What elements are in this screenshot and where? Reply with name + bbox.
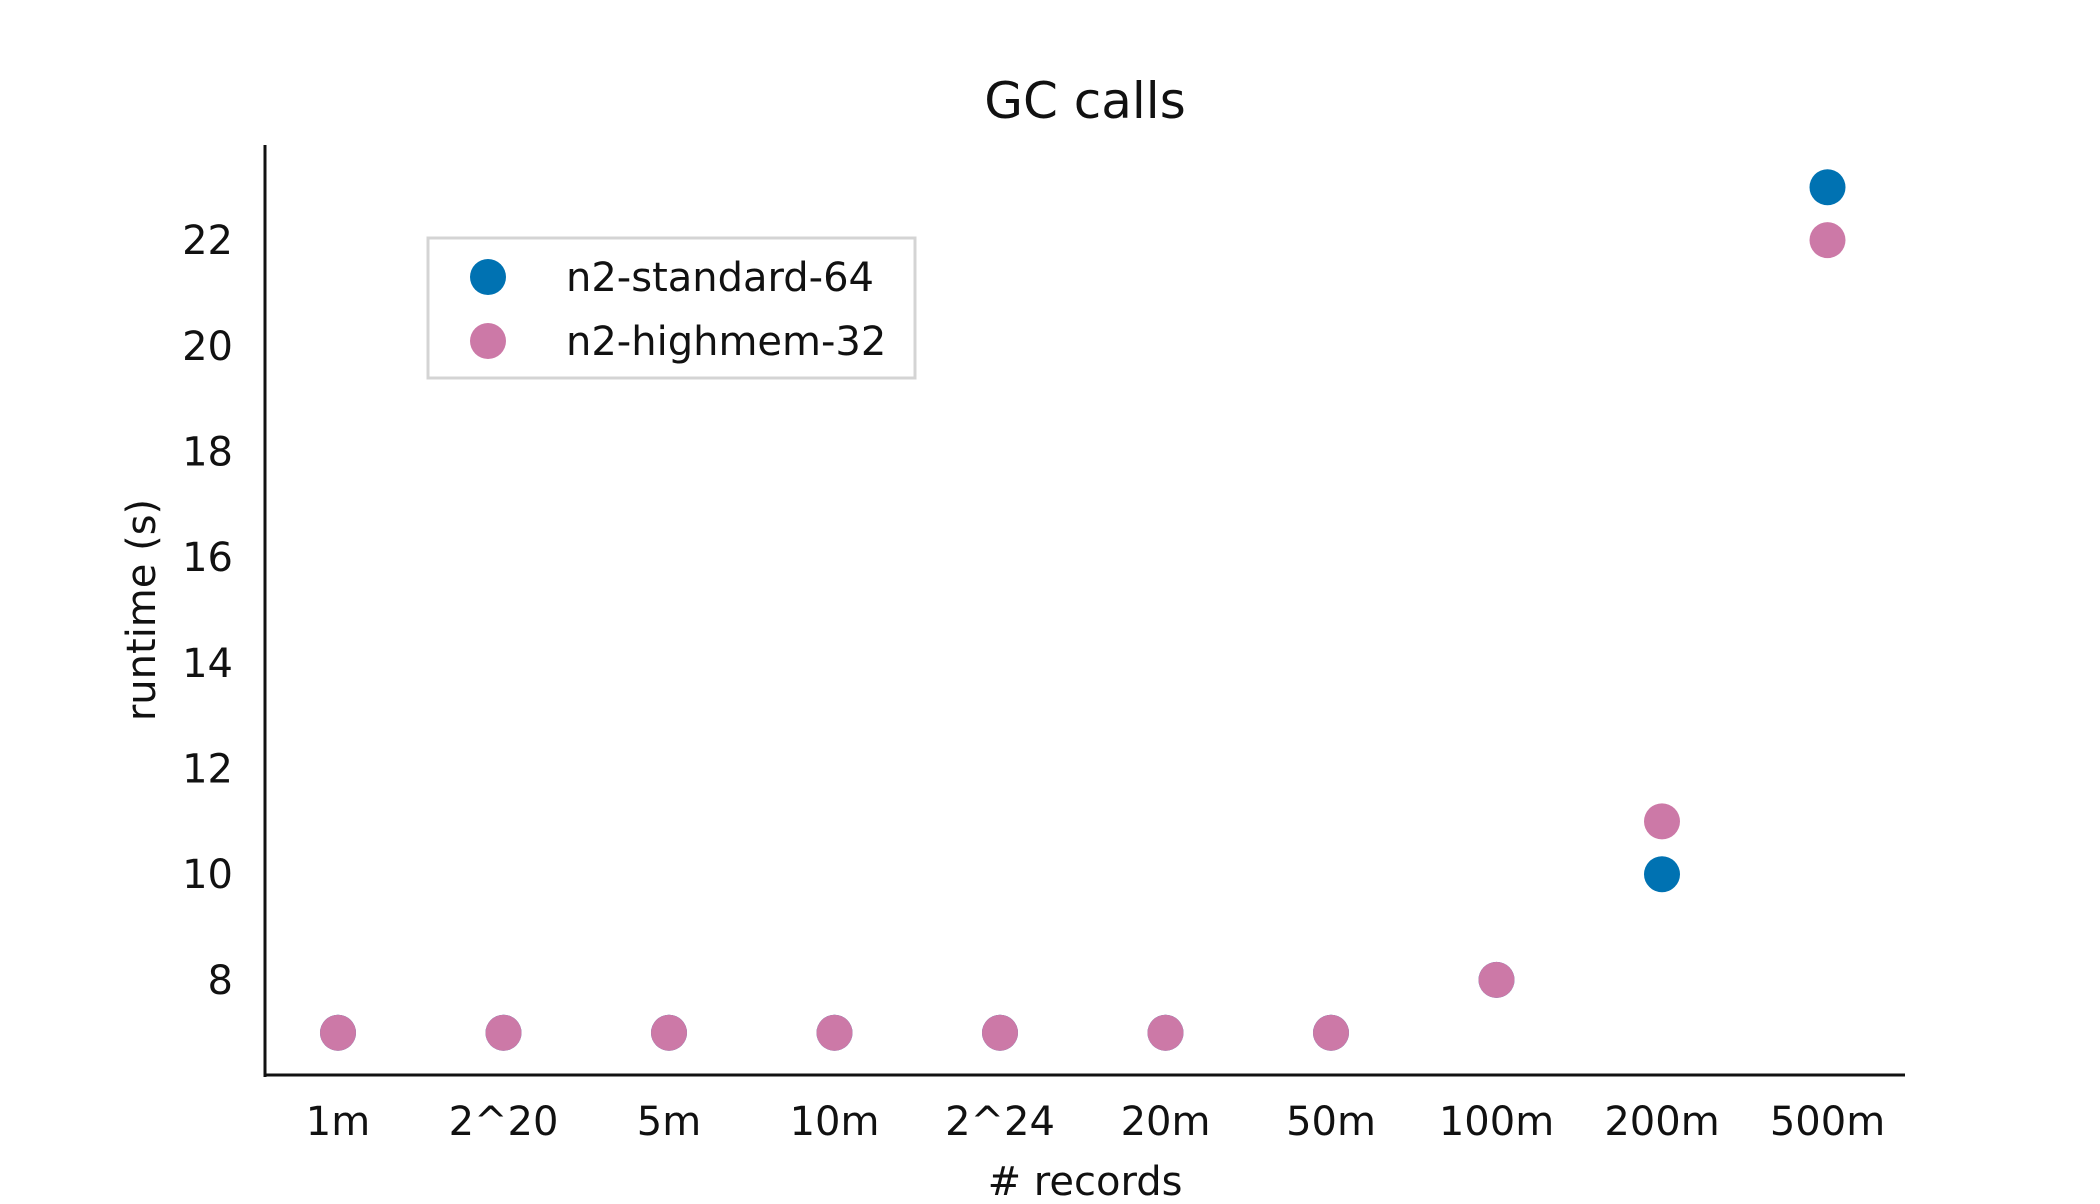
x-tick-label: 10m [790, 1099, 880, 1145]
legend-box [426, 236, 917, 380]
data-point-series-2 [485, 1014, 522, 1051]
y-tick-labels: 8 10 12 14 16 18 20 22 [182, 218, 233, 1004]
x-tick-label: 2^20 [449, 1099, 559, 1145]
data-point-series-2 [1644, 803, 1680, 840]
axes [263, 145, 1905, 1077]
y-tick-label: 10 [182, 852, 233, 898]
x-tick-label: 5m [637, 1099, 701, 1145]
y-tick-label: 18 [182, 429, 233, 475]
x-tick-label: 20m [1121, 1099, 1211, 1145]
x-axis-label: # records [988, 1159, 1183, 1200]
y-tick-label: 12 [182, 747, 233, 793]
data-point-series-2 [816, 1014, 853, 1051]
legend-label: n2-highmem-32 [566, 319, 886, 365]
data-point-series-2 [1478, 961, 1515, 998]
data-point-series-1 [1809, 169, 1846, 206]
y-tick-label: 22 [182, 218, 233, 264]
x-tick-labels: 1m 2^20 5m 10m 2^24 20m 50m 100m 200m 500m [306, 1099, 1885, 1145]
chart-title: GC calls [984, 72, 1186, 130]
legend-marker [470, 323, 506, 359]
x-tick-label: 50m [1286, 1099, 1376, 1145]
y-tick-label: 8 [208, 958, 233, 1004]
data-point-series-2 [982, 1014, 1018, 1051]
data-point-series-2 [1147, 1014, 1184, 1051]
data-point-series-2 [651, 1014, 687, 1051]
legend-label: n2-standard-64 [566, 255, 874, 301]
x-tick-label: 200m [1604, 1099, 1719, 1145]
data-points [320, 169, 1846, 1051]
y-axis-label: runtime (s) [119, 499, 165, 721]
data-point-series-2 [320, 1014, 356, 1051]
x-tick-label: 1m [306, 1099, 370, 1145]
x-tick-label: 2^24 [945, 1099, 1055, 1145]
data-point-series-2 [1809, 222, 1846, 259]
x-tick-label: 100m [1439, 1099, 1554, 1145]
x-tick-label: 500m [1770, 1099, 1885, 1145]
data-point-series-1 [1644, 856, 1680, 893]
y-tick-label: 14 [182, 641, 233, 687]
y-tick-label: 16 [182, 535, 233, 581]
legend-marker [470, 259, 506, 295]
data-point-series-2 [1313, 1014, 1349, 1051]
y-tick-label: 20 [182, 324, 233, 370]
legend: n2-standard-64 n2-highmem-32 [426, 236, 917, 380]
